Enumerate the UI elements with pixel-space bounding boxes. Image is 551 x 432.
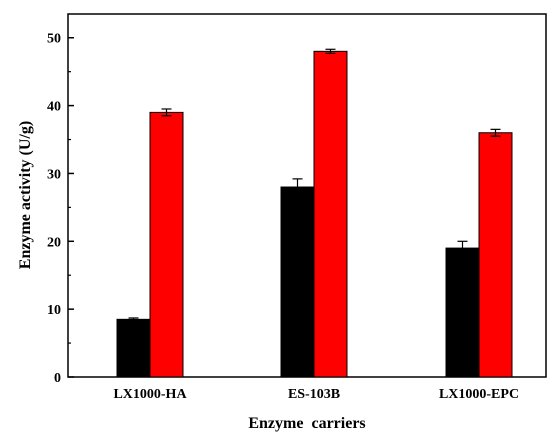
- bar: [149, 111, 184, 378]
- bar: [313, 50, 348, 378]
- bar: [445, 247, 480, 378]
- x-axis-title: Enzyme carriers: [248, 415, 365, 432]
- y-tick-label: 30: [47, 167, 61, 182]
- bar: [116, 318, 151, 378]
- y-tick-label: 20: [47, 235, 61, 250]
- error-bars-group: [128, 48, 501, 322]
- bars-group: [116, 50, 513, 378]
- x-tick-label: LX1000-HA: [113, 387, 187, 402]
- bar: [478, 132, 513, 378]
- y-tick-label: 40: [47, 100, 61, 115]
- y-tick-label: 10: [47, 303, 61, 318]
- y-tick-label: 50: [47, 32, 61, 47]
- x-tick-label: LX1000-EPC: [439, 387, 519, 402]
- y-axis: 0 10 20 30 40 50: [47, 32, 74, 386]
- y-tick-label: 0: [54, 371, 61, 386]
- x-tick-label: ES-103B: [288, 387, 340, 402]
- bar: [280, 186, 315, 378]
- y-axis-title: Enzyme activity (U/g): [17, 121, 34, 269]
